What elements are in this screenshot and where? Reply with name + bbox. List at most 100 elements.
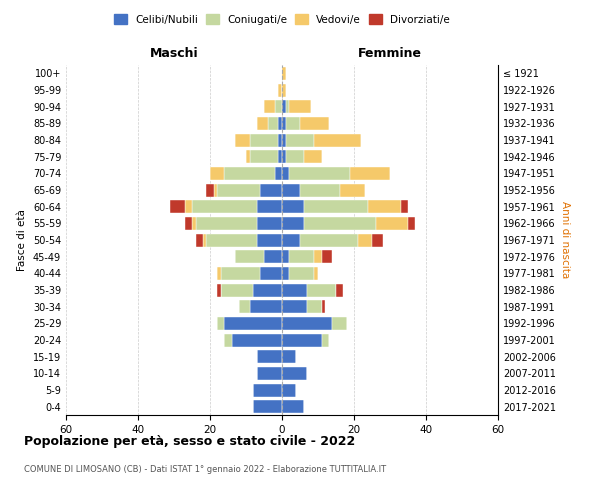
Bar: [185, 217, 192, 230]
Bar: [196, 217, 257, 230]
Bar: [282, 200, 304, 213]
Bar: [257, 200, 282, 213]
Bar: [282, 300, 307, 313]
Bar: [275, 100, 282, 113]
Bar: [289, 267, 314, 280]
Bar: [221, 267, 260, 280]
Bar: [257, 117, 268, 130]
Bar: [322, 250, 332, 263]
Bar: [300, 234, 358, 246]
Bar: [358, 234, 372, 246]
Bar: [221, 284, 253, 296]
Bar: [300, 184, 340, 196]
Bar: [282, 284, 307, 296]
Bar: [289, 100, 311, 113]
Bar: [185, 200, 192, 213]
Bar: [304, 200, 368, 213]
Bar: [322, 334, 329, 346]
Bar: [217, 317, 224, 330]
Bar: [278, 84, 282, 96]
Bar: [253, 284, 282, 296]
Bar: [282, 234, 300, 246]
Bar: [401, 200, 408, 213]
Bar: [282, 167, 289, 180]
Bar: [206, 184, 214, 196]
Bar: [336, 284, 343, 296]
Bar: [289, 250, 314, 263]
Bar: [250, 150, 278, 163]
Bar: [224, 334, 232, 346]
Bar: [282, 317, 332, 330]
Bar: [332, 317, 347, 330]
Bar: [192, 200, 257, 213]
Bar: [278, 150, 282, 163]
Text: Maschi: Maschi: [149, 47, 199, 60]
Bar: [260, 267, 282, 280]
Bar: [368, 200, 401, 213]
Bar: [350, 167, 390, 180]
Bar: [314, 134, 361, 146]
Bar: [264, 100, 275, 113]
Bar: [203, 234, 206, 246]
Bar: [282, 134, 286, 146]
Bar: [322, 300, 325, 313]
Bar: [282, 117, 286, 130]
Bar: [286, 150, 304, 163]
Bar: [372, 234, 383, 246]
Bar: [217, 267, 221, 280]
Text: Popolazione per età, sesso e stato civile - 2022: Popolazione per età, sesso e stato civil…: [24, 435, 355, 448]
Bar: [235, 250, 264, 263]
Bar: [282, 67, 286, 80]
Bar: [278, 134, 282, 146]
Bar: [257, 367, 282, 380]
Bar: [286, 134, 314, 146]
Bar: [304, 217, 376, 230]
Bar: [282, 267, 289, 280]
Bar: [253, 400, 282, 413]
Bar: [224, 317, 282, 330]
Bar: [196, 234, 203, 246]
Bar: [278, 117, 282, 130]
Bar: [206, 234, 257, 246]
Bar: [282, 184, 300, 196]
Bar: [253, 384, 282, 396]
Y-axis label: Anni di nascita: Anni di nascita: [560, 202, 570, 278]
Bar: [224, 167, 275, 180]
Bar: [300, 117, 329, 130]
Bar: [210, 167, 224, 180]
Bar: [286, 100, 289, 113]
Text: Femmine: Femmine: [358, 47, 422, 60]
Bar: [282, 367, 307, 380]
Bar: [250, 300, 282, 313]
Bar: [275, 167, 282, 180]
Bar: [408, 217, 415, 230]
Bar: [260, 184, 282, 196]
Bar: [170, 200, 185, 213]
Bar: [192, 217, 196, 230]
Bar: [257, 350, 282, 363]
Bar: [268, 117, 278, 130]
Bar: [250, 134, 278, 146]
Bar: [282, 384, 296, 396]
Bar: [314, 267, 318, 280]
Bar: [282, 250, 289, 263]
Bar: [340, 184, 365, 196]
Bar: [264, 250, 282, 263]
Bar: [376, 217, 408, 230]
Bar: [286, 117, 300, 130]
Bar: [282, 350, 296, 363]
Bar: [217, 284, 221, 296]
Bar: [282, 84, 286, 96]
Y-axis label: Fasce di età: Fasce di età: [17, 209, 27, 271]
Bar: [257, 217, 282, 230]
Bar: [235, 134, 250, 146]
Bar: [257, 234, 282, 246]
Bar: [282, 400, 304, 413]
Text: COMUNE DI LIMOSANO (CB) - Dati ISTAT 1° gennaio 2022 - Elaborazione TUTTITALIA.I: COMUNE DI LIMOSANO (CB) - Dati ISTAT 1° …: [24, 465, 386, 474]
Bar: [217, 184, 260, 196]
Bar: [214, 184, 217, 196]
Bar: [314, 250, 322, 263]
Bar: [246, 150, 250, 163]
Bar: [304, 150, 322, 163]
Bar: [307, 300, 322, 313]
